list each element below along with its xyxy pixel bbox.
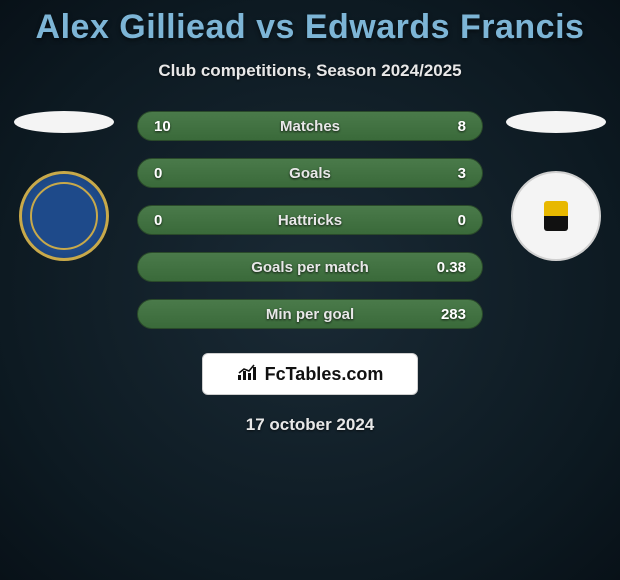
player-right-silhouette <box>506 111 606 133</box>
main-area: 10 Matches 8 0 Goals 3 0 Hattricks 0 Goa… <box>0 111 620 329</box>
stat-label: Hattricks <box>278 212 342 229</box>
stat-label: Min per goal <box>266 306 354 323</box>
footer-date: 17 october 2024 <box>0 415 620 435</box>
stat-label: Goals <box>289 165 331 182</box>
footer-brand-box: FcTables.com <box>202 353 418 395</box>
player-right-column <box>501 111 611 261</box>
stats-column: 10 Matches 8 0 Goals 3 0 Hattricks 0 Goa… <box>137 111 483 329</box>
stat-right-value: 3 <box>436 165 466 182</box>
stat-row-goals: 0 Goals 3 <box>137 158 483 188</box>
infographic-root: Alex Gilliead vs Edwards Francis Club co… <box>0 0 620 435</box>
chart-icon <box>237 363 259 386</box>
stat-label: Goals per match <box>251 259 369 276</box>
stat-left-value: 10 <box>154 118 184 135</box>
stat-left-value: 0 <box>154 212 184 229</box>
subtitle: Club competitions, Season 2024/2025 <box>0 61 620 81</box>
player-left-column <box>9 111 119 261</box>
stat-right-value: 283 <box>436 306 466 323</box>
stat-right-value: 0.38 <box>436 259 466 276</box>
stat-row-hattricks: 0 Hattricks 0 <box>137 205 483 235</box>
stat-row-matches: 10 Matches 8 <box>137 111 483 141</box>
stat-row-min-per-goal: Min per goal 283 <box>137 299 483 329</box>
page-title: Alex Gilliead vs Edwards Francis <box>0 8 620 47</box>
player-left-silhouette <box>14 111 114 133</box>
stat-label: Matches <box>280 118 340 135</box>
stat-row-goals-per-match: Goals per match 0.38 <box>137 252 483 282</box>
club-badge-left <box>19 171 109 261</box>
stat-left-value: 0 <box>154 165 184 182</box>
stat-right-value: 8 <box>436 118 466 135</box>
stat-right-value: 0 <box>436 212 466 229</box>
club-badge-right <box>511 171 601 261</box>
footer-brand-text: FcTables.com <box>265 364 384 385</box>
